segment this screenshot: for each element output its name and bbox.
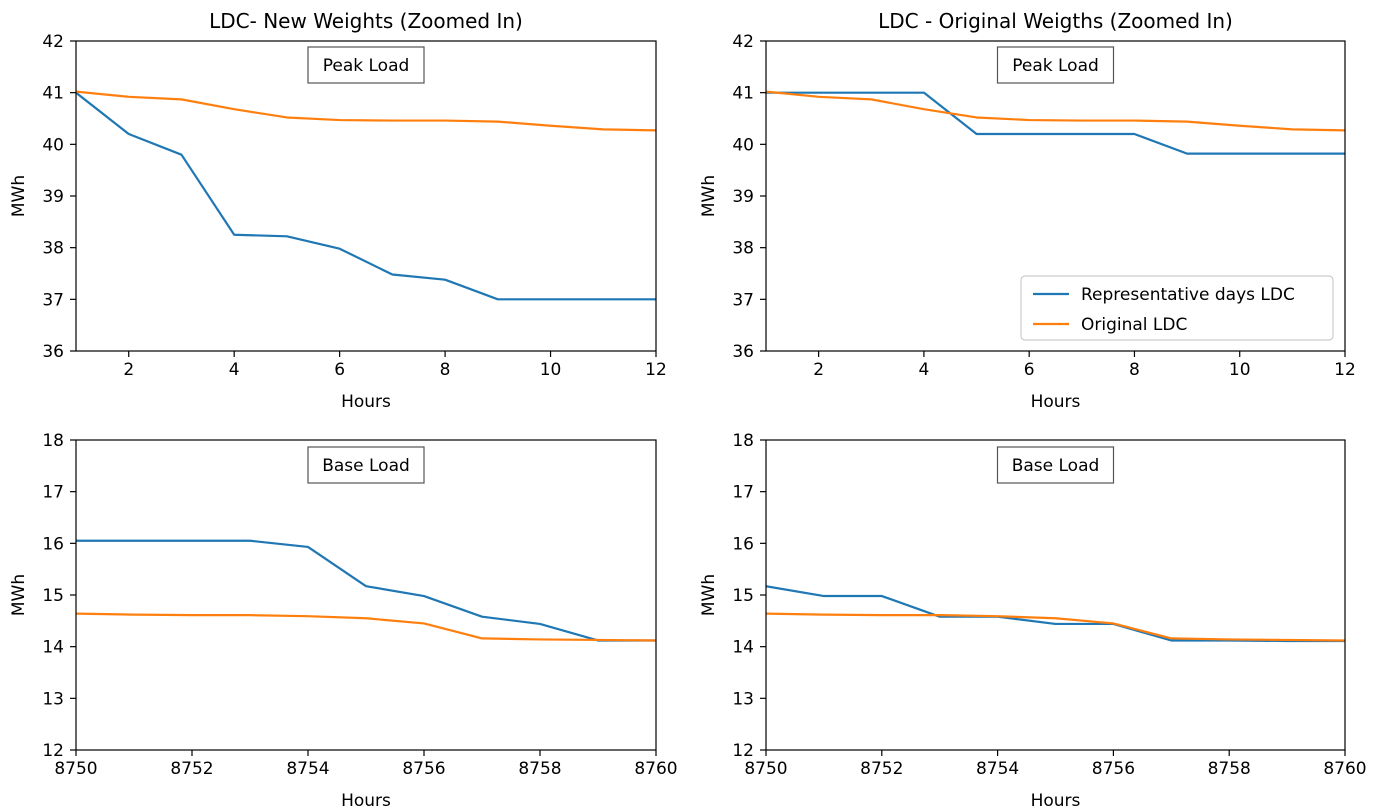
annotation-label: Base Load	[1012, 456, 1100, 476]
annotation-box	[307, 446, 425, 484]
x-tick-label: 8752	[860, 759, 903, 779]
x-tick-label: 8	[1129, 360, 1140, 380]
series-line-original	[76, 612, 656, 642]
x-tick-label: 8758	[518, 759, 561, 779]
x-tick-label: 8758	[1208, 759, 1251, 779]
x-tick-label: 10	[540, 360, 562, 380]
chart-panel-2: 2 4 6 8 10 12 36 37 38 39 40 41 42 LDC - Original Wei…	[699, 9, 1356, 412]
x-axis-label: Hours	[1031, 392, 1081, 412]
y-tick-label: 17	[42, 483, 64, 503]
series-line-original	[76, 90, 656, 132]
y-tick-label: 38	[732, 239, 754, 259]
annotation-box	[307, 46, 425, 84]
series-line-original	[766, 90, 1345, 132]
legend-entry-representative: Representative days LDC	[1081, 285, 1295, 305]
x-tick-label: 8760	[1323, 759, 1366, 779]
y-tick-label: 18	[732, 431, 754, 451]
y-tick-label: 15	[732, 586, 754, 606]
x-axis-label: Hours	[341, 791, 391, 811]
x-tick-label: 8750	[54, 759, 97, 779]
y-tick-label: 18	[42, 431, 64, 451]
y-tick-label: 36	[732, 342, 754, 362]
annotation-label: Peak Load	[1012, 56, 1099, 76]
x-tick-label: 8756	[1092, 759, 1135, 779]
y-tick-label: 12	[42, 741, 64, 761]
legend-entry-original: Original LDC	[1081, 315, 1187, 335]
y-tick-label: 41	[42, 84, 64, 104]
series-line-representative	[766, 585, 1345, 643]
x-axis-label: Hours	[341, 392, 391, 412]
y-tick-label: 17	[732, 483, 754, 503]
x-tick-label: 8752	[170, 759, 213, 779]
x-tick-label: 8754	[976, 759, 1019, 779]
legend-box	[1020, 275, 1334, 341]
x-tick-label: 4	[229, 360, 240, 380]
annotation-box	[996, 46, 1115, 84]
annotation-label: Base Load	[322, 456, 410, 476]
y-tick-label: 12	[732, 741, 754, 761]
x-tick-label: 8750	[744, 759, 787, 779]
chart-panel-4: 8750 8752 8754 8756 8758 8760 12 13 14 15 16 17 18 Ho…	[699, 431, 1367, 811]
x-tick-label: 6	[1024, 360, 1035, 380]
series-line-representative	[76, 539, 656, 642]
y-tick-label: 14	[732, 638, 754, 658]
y-tick-label: 16	[732, 534, 754, 554]
x-tick-label: 8	[440, 360, 451, 380]
axes-frame	[75, 40, 657, 352]
annotation-box	[996, 446, 1115, 484]
y-tick-label: 40	[732, 135, 754, 155]
y-axis-label: MWh	[699, 175, 719, 217]
x-tick-label: 8754	[286, 759, 329, 779]
y-tick-label: 38	[42, 239, 64, 259]
x-tick-label: 12	[645, 360, 667, 380]
y-tick-label: 39	[42, 187, 64, 207]
y-tick-label: 16	[42, 534, 64, 554]
axes-frame	[75, 439, 657, 751]
x-tick-label: 4	[918, 360, 929, 380]
chart-panel-3: 8750 8752 8754 8756 8758 8760 12 13 14 15 16 17 18 Ho…	[9, 431, 678, 811]
chart-title: LDC - Original Weigths (Zoomed In)	[878, 9, 1233, 33]
chart-panel-1: 2 4 6 8 10 12 36 37 38 39 40 41 42 LDC- New Weights (…	[9, 9, 667, 412]
y-tick-label: 13	[42, 689, 64, 709]
y-tick-label: 37	[42, 290, 64, 310]
x-axis-label: Hours	[1031, 791, 1081, 811]
y-tick-label: 37	[732, 290, 754, 310]
chart-title: LDC- New Weights (Zoomed In)	[209, 9, 523, 33]
x-tick-label: 8760	[634, 759, 677, 779]
y-tick-label: 15	[42, 586, 64, 606]
y-tick-label: 14	[42, 638, 64, 658]
y-tick-label: 13	[732, 689, 754, 709]
series-line-representative	[76, 91, 656, 301]
y-tick-label: 41	[732, 84, 754, 104]
annotation-label: Peak Load	[323, 56, 410, 76]
x-tick-label: 2	[813, 360, 824, 380]
y-tick-label: 40	[42, 135, 64, 155]
y-tick-label: 36	[42, 342, 64, 362]
x-tick-label: 8756	[402, 759, 445, 779]
y-axis-label: MWh	[9, 175, 29, 217]
y-tick-label: 42	[42, 32, 64, 52]
series-line-original	[766, 612, 1345, 642]
y-tick-label: 39	[732, 187, 754, 207]
y-axis-label: MWh	[9, 574, 29, 616]
y-tick-label: 42	[732, 32, 754, 52]
x-tick-label: 6	[334, 360, 345, 380]
x-tick-label: 10	[1229, 360, 1251, 380]
y-axis-label: MWh	[699, 574, 719, 616]
series-line-representative	[766, 91, 1345, 155]
x-tick-label: 12	[1334, 360, 1356, 380]
x-tick-label: 2	[123, 360, 134, 380]
